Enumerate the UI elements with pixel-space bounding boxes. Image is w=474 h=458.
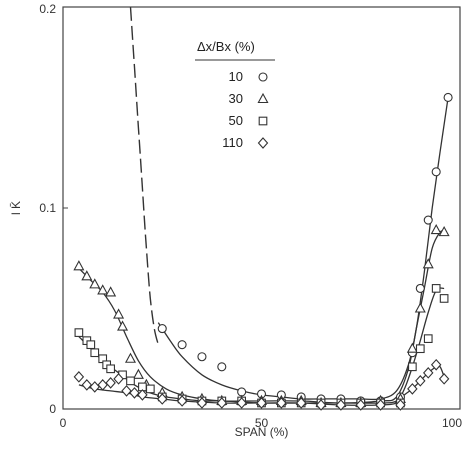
x-tick-label-2: 100 [442,416,462,430]
series-50-line [78,287,445,404]
series-30-point-8 [132,368,144,379]
series-50-point-10 [145,384,155,394]
series-30-point-27 [438,225,450,237]
y-tick-label-0: 0 [49,402,56,416]
series-30-point-25 [422,258,434,269]
series-30-point-0 [73,260,85,271]
series-110-point-10 [176,395,188,407]
series-110-point-8 [137,389,148,401]
series-50-point-0 [74,328,84,337]
series-10-line [157,97,449,401]
data-markers [73,92,453,411]
legend-label-10: 10 [229,69,243,84]
series-30-point-24 [414,302,426,313]
series-30-point-4 [105,286,117,297]
series-110-point-3 [97,379,108,391]
series-50-point-28 [439,294,449,303]
dashed-curve [129,6,159,345]
series-50-point-8 [126,376,135,386]
series-110-point-0 [73,371,85,383]
series-110-point-6 [121,385,132,397]
plot-frame [62,6,461,410]
legend-marker-50 [258,116,268,126]
series-110-point-1 [81,379,93,391]
legend: Δx/Bx (%) 10 30 50 110 [195,39,275,150]
series-30-point-1 [81,270,93,281]
series-30-point-6 [117,320,129,331]
legend-title: Δx/Bx (%) [197,39,255,54]
series-110-point-22 [407,383,418,395]
legend-label-30: 30 [229,91,243,106]
series-50-point-27 [431,284,441,293]
series-10-point-16 [431,167,441,177]
series-110-point-24 [423,366,434,379]
series-110-point-26 [438,373,450,385]
series-50-point-24 [408,362,417,372]
series-110-point-11 [196,397,208,409]
series-110-point-20 [375,399,386,411]
series-30-point-23 [406,342,418,353]
series-110-point-23 [415,375,426,387]
series-110-point-4 [105,377,116,389]
series-110-point-5 [113,373,124,385]
series-110-point-2 [89,381,100,393]
series-110-point-25 [430,358,442,371]
series-50-point-25 [415,344,425,354]
x-tick-label-0: 0 [60,416,67,430]
axis-ticks: 0 50 100 0 0.1 0.2 [39,2,462,430]
x-axis-title: SPAN (%) [235,425,289,439]
series-110-point-18 [335,399,347,411]
series-30-point-3 [97,284,109,295]
legend-marker-110 [257,137,269,149]
fit-curves [78,6,449,406]
series-50-point-3 [90,348,100,358]
series-10-point-0 [157,324,167,334]
series-110-point-13 [236,397,247,409]
series-10-point-17 [443,92,453,102]
series-50-point-2 [86,340,96,350]
series-110-point-16 [295,397,307,409]
series-110-point-17 [315,399,327,411]
series-10-point-3 [217,362,227,372]
series-50-point-6 [106,364,115,374]
y-tick-label-2: 0.2 [39,2,56,16]
legend-label-50: 50 [229,113,243,128]
series-30-point-26 [430,223,442,235]
series-10-point-1 [177,340,187,350]
series-30-point-5 [113,308,125,319]
series-110-point-19 [355,399,366,411]
legend-marker-10 [258,72,268,82]
series-110-point-15 [276,397,287,409]
legend-label-110: 110 [222,135,243,150]
series-110-point-12 [216,397,228,409]
legend-marker-30 [257,92,269,104]
series-30-point-7 [124,352,137,363]
series-10-point-2 [197,352,207,362]
series-110-point-9 [157,393,168,405]
series-10-point-14 [415,283,425,293]
series-110-point-21 [395,399,406,411]
series-10-point-4 [237,387,247,397]
series-110-point-7 [129,387,140,399]
series-110-point-14 [256,397,267,409]
series-30-point-2 [89,278,101,289]
series-50-point-26 [423,334,433,344]
x-tick-label-1: 50 [255,416,269,430]
y-axis-title: l K̄ [9,201,23,215]
series-10-point-15 [423,215,433,225]
y-tick-label-1: 0.1 [39,201,56,215]
